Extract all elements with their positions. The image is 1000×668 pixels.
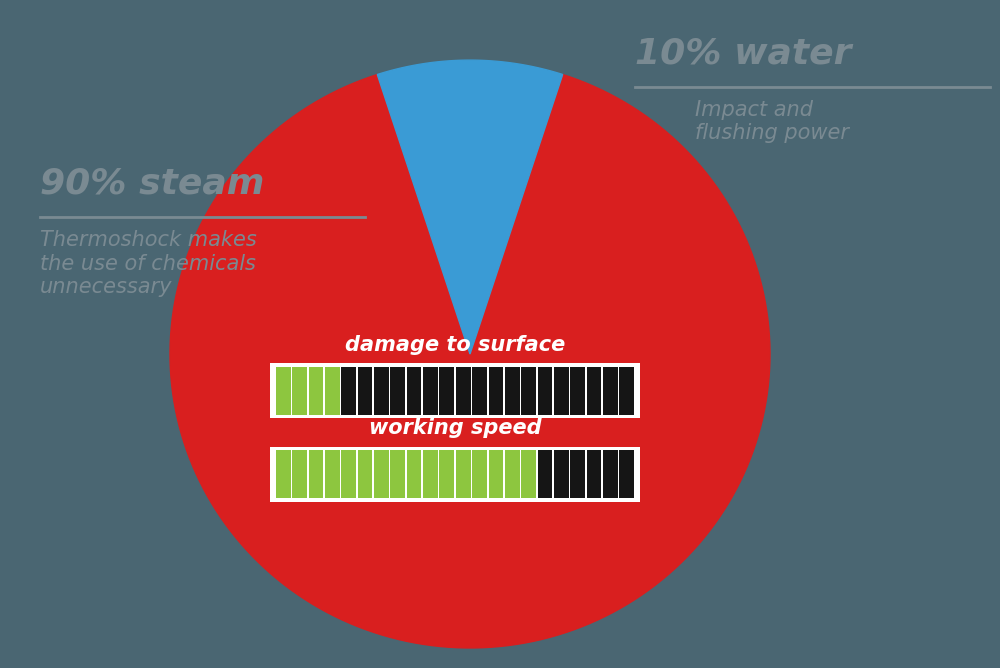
Bar bbox=[341, 367, 356, 415]
Text: working speed: working speed bbox=[369, 418, 541, 438]
Bar bbox=[423, 450, 438, 498]
Bar bbox=[456, 367, 471, 415]
Bar bbox=[374, 367, 389, 415]
Bar bbox=[276, 367, 291, 415]
Text: Thermoshock makes
the use of chemicals
unnecessary: Thermoshock makes the use of chemicals u… bbox=[40, 230, 257, 297]
Bar bbox=[309, 367, 323, 415]
Bar bbox=[292, 450, 307, 498]
Bar bbox=[358, 367, 372, 415]
Bar bbox=[407, 367, 421, 415]
Bar bbox=[619, 450, 634, 498]
Bar bbox=[439, 367, 454, 415]
Bar bbox=[276, 450, 291, 498]
Bar bbox=[554, 367, 569, 415]
Bar bbox=[538, 367, 552, 415]
Bar bbox=[325, 367, 340, 415]
Bar bbox=[554, 450, 569, 498]
Bar bbox=[619, 367, 634, 415]
Bar bbox=[341, 450, 356, 498]
Bar bbox=[570, 450, 585, 498]
Bar bbox=[489, 367, 503, 415]
Bar bbox=[603, 450, 618, 498]
Bar bbox=[292, 367, 307, 415]
Bar bbox=[439, 450, 454, 498]
Polygon shape bbox=[377, 60, 563, 354]
Bar bbox=[309, 450, 323, 498]
Bar bbox=[456, 450, 471, 498]
Bar bbox=[407, 450, 421, 498]
Bar bbox=[505, 367, 520, 415]
Text: 90% steam: 90% steam bbox=[40, 166, 264, 200]
Bar bbox=[521, 367, 536, 415]
Bar bbox=[472, 450, 487, 498]
Bar bbox=[489, 450, 503, 498]
Text: Impact and
flushing power: Impact and flushing power bbox=[695, 100, 849, 144]
Bar bbox=[358, 450, 372, 498]
Bar bbox=[390, 450, 405, 498]
Bar bbox=[587, 450, 601, 498]
Bar bbox=[521, 450, 536, 498]
Bar bbox=[472, 367, 487, 415]
Bar bbox=[423, 367, 438, 415]
Bar bbox=[270, 447, 640, 502]
Bar bbox=[587, 367, 601, 415]
Bar bbox=[270, 363, 640, 418]
Text: damage to surface: damage to surface bbox=[345, 335, 565, 355]
Text: 10% water: 10% water bbox=[635, 36, 852, 70]
Bar bbox=[603, 367, 618, 415]
Bar bbox=[505, 450, 520, 498]
Bar bbox=[390, 367, 405, 415]
Bar bbox=[538, 450, 552, 498]
Bar bbox=[570, 367, 585, 415]
Bar bbox=[325, 450, 340, 498]
Polygon shape bbox=[170, 75, 770, 648]
Bar bbox=[374, 450, 389, 498]
